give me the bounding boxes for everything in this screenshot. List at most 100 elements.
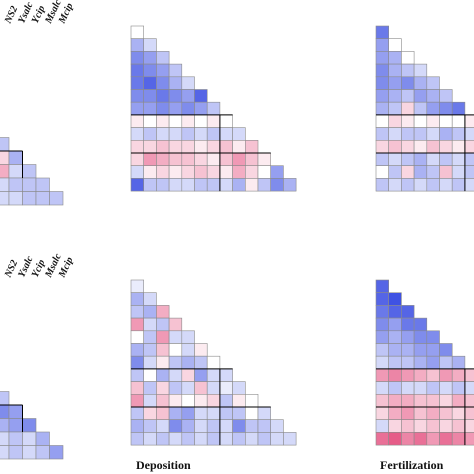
- heatmap-cell: [388, 165, 402, 179]
- heatmap-cell: [464, 178, 474, 192]
- heatmap-cell: [232, 393, 246, 408]
- heatmap-cell: [451, 381, 466, 395]
- heatmap-cell: [143, 63, 157, 78]
- heatmap-cell: [401, 101, 415, 116]
- heatmap-cell: [388, 343, 402, 357]
- heatmap-cell: [130, 368, 144, 382]
- heatmap-panel-r2c3: Fertilization: [375, 279, 474, 472]
- heatmap-cell: [168, 152, 183, 166]
- heatmap-cell: [181, 330, 195, 344]
- heatmap-cell: [375, 178, 389, 192]
- heatmap-cell: [206, 165, 221, 179]
- heatmap-cell: [0, 191, 10, 206]
- heatmap-cell: [130, 127, 144, 141]
- heatmap-cell: [388, 101, 402, 116]
- heatmap-cell: [130, 393, 144, 408]
- heatmap-cell: [130, 25, 144, 39]
- heatmap-cell: [194, 178, 208, 192]
- heatmap-cell: [464, 393, 474, 408]
- heatmap-cell: [143, 432, 157, 446]
- heatmap-cell: [156, 432, 170, 446]
- heatmap-cell: [426, 76, 440, 90]
- heatmap-cell: [426, 381, 440, 395]
- heatmap-cell: [283, 432, 297, 446]
- heatmap-cell: [156, 368, 170, 382]
- heatmap-cell: [156, 89, 170, 103]
- heatmap-cell: [388, 419, 402, 433]
- heatmap-cell: [451, 101, 466, 116]
- heatmap-cell: [375, 51, 389, 65]
- heatmap-cell: [388, 432, 402, 446]
- heatmap-cell: [219, 114, 233, 128]
- heatmap-cell: [156, 406, 170, 420]
- heatmap-cell: [426, 89, 440, 103]
- heatmap-cell: [413, 368, 428, 382]
- heatmap-cell: [181, 152, 195, 166]
- heatmap-cell: [206, 140, 221, 154]
- heatmap-cell: [35, 445, 50, 460]
- heatmap-cell: [206, 381, 221, 395]
- heatmap-cell: [245, 393, 259, 408]
- heatmap-cell: [426, 114, 440, 128]
- heatmap-cell: [156, 76, 170, 90]
- heatmap-cell: [232, 165, 246, 179]
- heatmap-cell: [168, 127, 183, 141]
- heatmap-cell: [156, 419, 170, 433]
- heatmap-panel-r2c2: Deposition: [130, 279, 297, 472]
- heatmap-cell: [401, 317, 415, 332]
- heatmap-cell: [388, 317, 402, 332]
- heatmap-cell: [439, 343, 453, 357]
- heatmap-cell: [413, 140, 428, 154]
- heatmap-cell: [181, 419, 195, 433]
- heatmap-cell: [194, 381, 208, 395]
- heatmap-cell: [375, 165, 389, 179]
- panel-title: Fertilization: [380, 458, 444, 472]
- heatmap-cell: [451, 165, 466, 179]
- heatmap-cell: [143, 152, 157, 166]
- heatmap-cell: [219, 381, 233, 395]
- heatmap-cell: [0, 150, 10, 165]
- heatmap-cell: [0, 445, 10, 460]
- heatmap-cell: [130, 140, 144, 154]
- heatmap-cell: [401, 343, 415, 357]
- heatmap-cell: [206, 152, 221, 166]
- heatmap-cell: [49, 191, 64, 206]
- heatmap-cell: [426, 343, 440, 357]
- heatmap-cell: [375, 305, 389, 319]
- heatmap-cell: [375, 292, 389, 306]
- heatmap-cell: [130, 101, 144, 116]
- heatmap-cell: [8, 150, 23, 165]
- heatmap-cell: [375, 406, 389, 420]
- heatmap-cell: [181, 393, 195, 408]
- heatmap-cell: [194, 89, 208, 103]
- heatmap-cell: [401, 89, 415, 103]
- heatmap-cell: [8, 191, 23, 206]
- heatmap-cell: [375, 25, 389, 39]
- heatmap-cell: [270, 178, 284, 192]
- heatmap-cell: [375, 38, 389, 52]
- heatmap-cell: [168, 343, 183, 357]
- heatmap-cell: [401, 368, 415, 382]
- heatmap-cell: [194, 152, 208, 166]
- heatmap-cell: [388, 178, 402, 192]
- heatmap-cell: [219, 406, 233, 420]
- heatmap-cell: [439, 432, 453, 446]
- heatmap-cell: [388, 114, 402, 128]
- heatmap-cell: [388, 38, 402, 52]
- heatmap-cell: [143, 51, 157, 65]
- heatmap-cell: [0, 418, 10, 433]
- heatmap-cell: [413, 152, 428, 166]
- heatmap-cell: [375, 393, 389, 408]
- heatmap-cell: [375, 76, 389, 90]
- heatmap-cell: [413, 432, 428, 446]
- heatmap-cell: [130, 343, 144, 357]
- heatmap-cell: [245, 140, 259, 154]
- heatmap-cell: [426, 178, 440, 192]
- heatmap-cell: [413, 355, 428, 370]
- heatmap-cell: [257, 165, 271, 179]
- heatmap-cell: [413, 165, 428, 179]
- heatmap-cell: [0, 137, 10, 152]
- heatmap-cell: [181, 76, 195, 90]
- heatmap-cell: [401, 140, 415, 154]
- heatmap-cell: [401, 406, 415, 420]
